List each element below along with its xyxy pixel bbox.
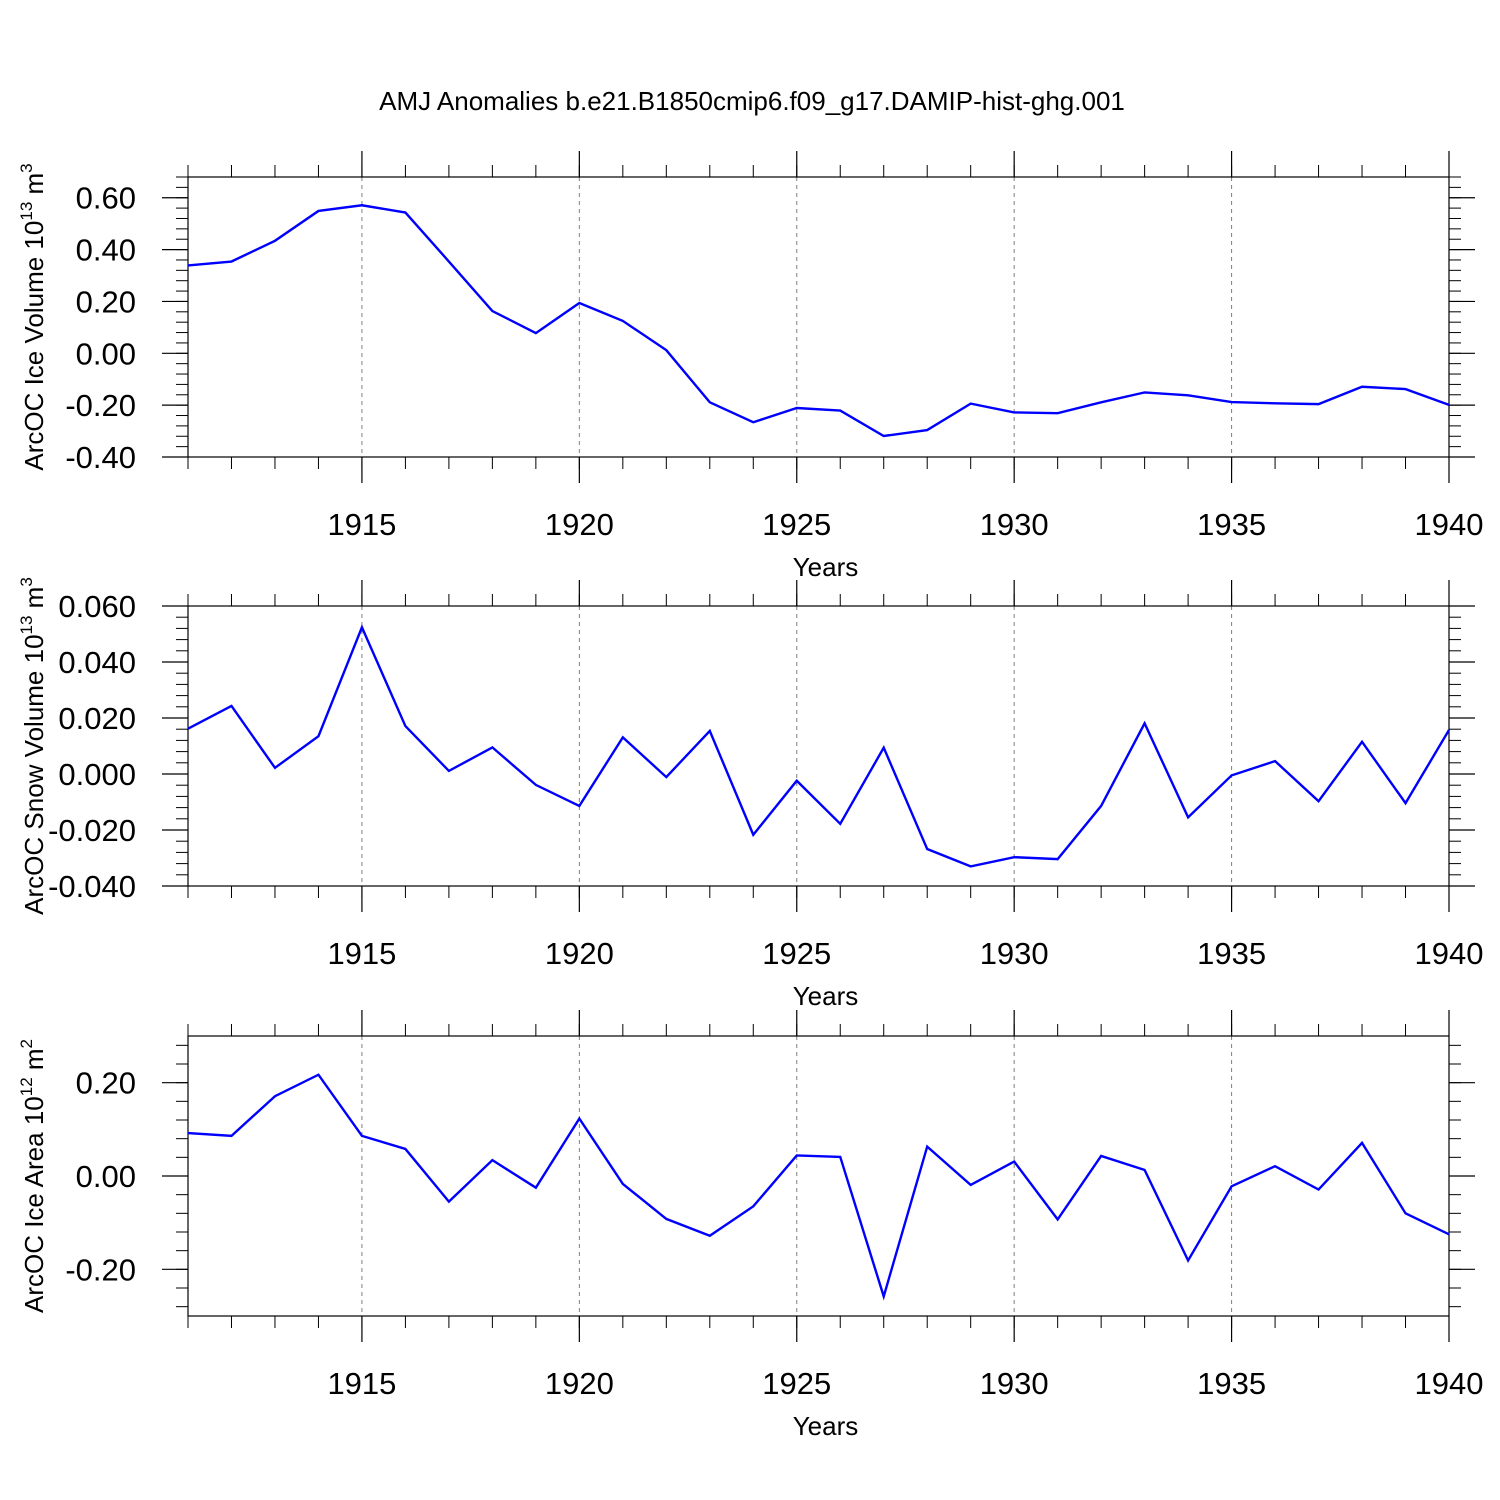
y-axis-label-unit-exponent: 3 <box>17 577 36 586</box>
y-axis-label-exponent: 12 <box>17 1077 36 1096</box>
y-axis-label-exponent: 13 <box>17 616 36 635</box>
y-axis-label-text: ArcOC Snow Volume 10 <box>19 634 49 914</box>
panel-snow-volume: 1915 1920 1925 1930 1935 1940 Years -0.040 -0.02… <box>17 577 1483 1011</box>
x-tick-label: 1935 <box>1197 936 1266 971</box>
x-tick-label: 1930 <box>980 507 1049 542</box>
x-tick-label: 1915 <box>327 1366 396 1401</box>
series-line <box>187 624 1451 868</box>
y-axis-label: ArcOC Ice Volume 1013 m3 <box>17 163 49 470</box>
x-axis-label: Years <box>793 1411 859 1441</box>
x-tick-label: 1935 <box>1197 507 1266 542</box>
x-tick-label: 1925 <box>762 936 831 971</box>
y-axis-label-text: ArcOC Ice Volume 10 <box>19 221 49 471</box>
y-tick-label: 0.000 <box>58 757 136 792</box>
series-line <box>187 204 1450 438</box>
y-axis-label: ArcOC Ice Area 1012 m2 <box>17 1039 49 1313</box>
y-axis-label-exponent: 13 <box>17 202 36 221</box>
y-tick-label: -0.20 <box>65 388 136 423</box>
series-line <box>187 1073 1450 1301</box>
x-tick-label: 1935 <box>1197 1366 1266 1401</box>
panel-ice-area: 1915 1920 1925 1930 1935 1940 Years -0.20 0.00 0.… <box>17 1010 1483 1441</box>
y-tick-label: 0.20 <box>76 1066 136 1101</box>
x-tick-label: 1940 <box>1415 1366 1484 1401</box>
plot-frame <box>187 176 1450 458</box>
y-tick-label: 0.60 <box>76 181 136 216</box>
x-tick-label: 1930 <box>980 936 1049 971</box>
y-axis-label-unit-exponent: 2 <box>17 1039 36 1048</box>
y-tick-label: 0.040 <box>58 645 136 680</box>
x-tick-label: 1920 <box>545 1366 614 1401</box>
y-axis-label: ArcOC Snow Volume 1013 m3 <box>17 577 49 915</box>
x-tick-label: 1940 <box>1415 507 1484 542</box>
x-tick-label: 1920 <box>545 507 614 542</box>
x-axis-label: Years <box>793 981 859 1011</box>
panel-ice-volume: 1915 1920 1925 1930 1935 1940 Years -0.40 -0.20 0… <box>17 151 1483 582</box>
x-tick-label: 1925 <box>762 507 831 542</box>
y-tick-label: -0.40 <box>65 440 136 475</box>
y-tick-label: 0.020 <box>58 701 136 736</box>
plot-frame <box>187 1035 1450 1317</box>
figure-title: AMJ Anomalies b.e21.B1850cmip6.f09_g17.D… <box>379 86 1125 116</box>
x-tick-label: 1915 <box>327 936 396 971</box>
y-axis-label-unit: m <box>19 1048 49 1077</box>
x-tick-label: 1930 <box>980 1366 1049 1401</box>
y-tick-label: -0.020 <box>48 813 136 848</box>
y-axis-label-unit: m <box>19 587 49 616</box>
y-axis-label-unit: m <box>19 173 49 202</box>
y-tick-label: 0.40 <box>76 233 136 268</box>
x-tick-label: 1925 <box>762 1366 831 1401</box>
y-tick-label: 0.00 <box>76 1159 136 1194</box>
y-axis-label-text: ArcOC Ice Area 10 <box>19 1096 49 1313</box>
x-axis-label: Years <box>793 552 859 582</box>
y-tick-label: 0.060 <box>58 589 136 624</box>
y-tick-label: 0.20 <box>76 284 136 319</box>
plot-frame <box>187 605 1450 887</box>
x-tick-label: 1920 <box>545 936 614 971</box>
y-axis-label-unit-exponent: 3 <box>17 163 36 172</box>
y-tick-label: 0.00 <box>76 336 136 371</box>
y-tick-label: -0.20 <box>65 1252 136 1287</box>
y-tick-label: -0.040 <box>48 869 136 904</box>
x-tick-label: 1940 <box>1415 936 1484 971</box>
x-tick-label: 1915 <box>327 507 396 542</box>
